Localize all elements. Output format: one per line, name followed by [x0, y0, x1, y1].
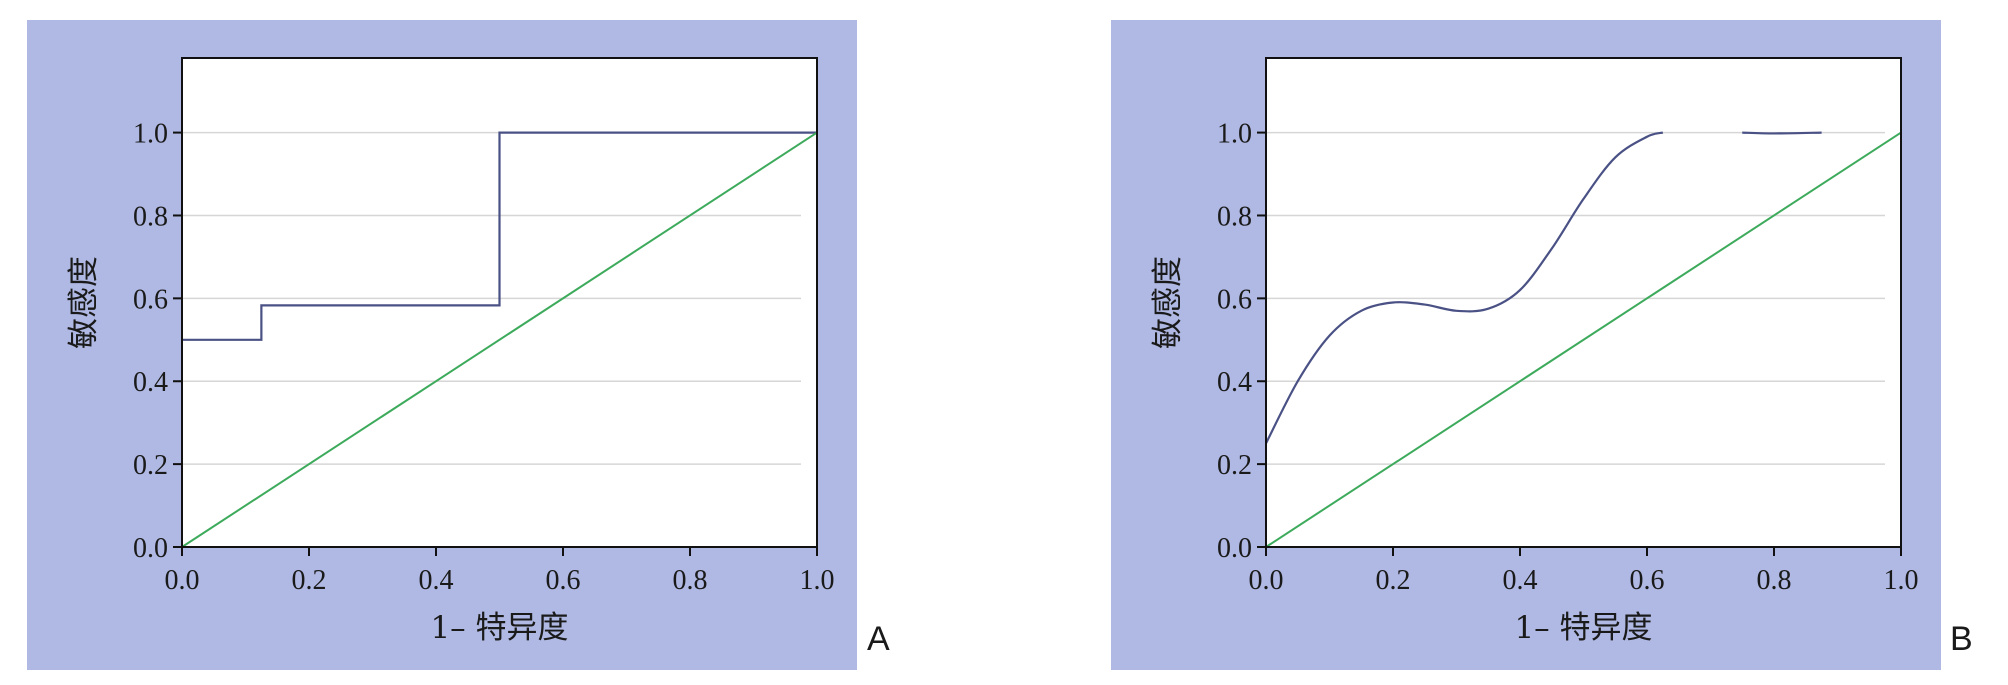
- y-tick-label: 1.0: [1217, 119, 1252, 150]
- x-tick-label: 0.0: [1249, 565, 1284, 596]
- x-tick-label: 0.6: [546, 565, 581, 596]
- y-axis-title: 敏感度: [1150, 256, 1186, 349]
- x-tick-label: 0.4: [419, 565, 454, 596]
- panel-label-a: A: [867, 620, 890, 658]
- panel-label-b: B: [1950, 620, 1973, 658]
- y-tick-label: 0.4: [1217, 367, 1252, 398]
- x-axis-title: 1– 特异度: [1514, 610, 1652, 646]
- x-tick-label: 0.6: [1630, 565, 1665, 596]
- reference-diagonal-line: [181, 131, 818, 548]
- roc-curve-line: [182, 131, 817, 341]
- x-tick-label: 1.0: [1884, 565, 1919, 596]
- y-tick-label: 0.2: [133, 450, 168, 481]
- roc-chart-svg: 0.0 0.2 0.4 0.6 0.8 1.0 0.0 0.2 0.4 0.6 0.8 1.0 1– 特…: [1150, 57, 1919, 646]
- roc-chart-svg: 0.0 0.2 0.4 0.6 0.8 1.0 0.0 0.2 0.4 0.6 0.8 1.0 1– 特…: [66, 57, 835, 646]
- y-tick-label: 0.4: [133, 367, 168, 398]
- x-tick-label: 0.0: [165, 565, 200, 596]
- y-tick-label: 0.8: [133, 201, 168, 232]
- axes-frame: [181, 57, 818, 548]
- x-tick-label: 0.2: [292, 565, 327, 596]
- y-tick-label: 0.6: [133, 284, 168, 315]
- plot-area: [1266, 58, 1901, 547]
- y-axis-title: 敏感度: [66, 256, 102, 349]
- y-tick-label: 1.0: [133, 119, 168, 150]
- y-tick-label: 0.0: [133, 533, 168, 564]
- x-tick-label: 0.2: [1376, 565, 1411, 596]
- x-tick-label: 0.4: [1503, 565, 1538, 596]
- axes-frame: [1265, 57, 1902, 548]
- roc-curve-line: [1265, 131, 1664, 444]
- y-tick-label: 0.2: [1217, 450, 1252, 481]
- reference-diagonal-line: [1265, 131, 1902, 548]
- x-axis-title: 1– 特异度: [430, 610, 568, 646]
- x-tick-label: 0.8: [673, 565, 708, 596]
- chart-panel-b: 0.0 0.2 0.4 0.6 0.8 1.0 0.0 0.2 0.4 0.6 0.8 1.0 1– 特…: [1111, 20, 1941, 670]
- x-tick-label: 0.8: [1757, 565, 1792, 596]
- roc-curve-line: [1742, 131, 1822, 135]
- y-tick-label: 0.8: [1217, 201, 1252, 232]
- chart-panel-a: 0.0 0.2 0.4 0.6 0.8 1.0 0.0 0.2 0.4 0.6 0.8 1.0 1– 特…: [27, 20, 857, 670]
- x-tick-label: 1.0: [800, 565, 835, 596]
- y-tick-label: 0.6: [1217, 284, 1252, 315]
- y-tick-label: 0.0: [1217, 533, 1252, 564]
